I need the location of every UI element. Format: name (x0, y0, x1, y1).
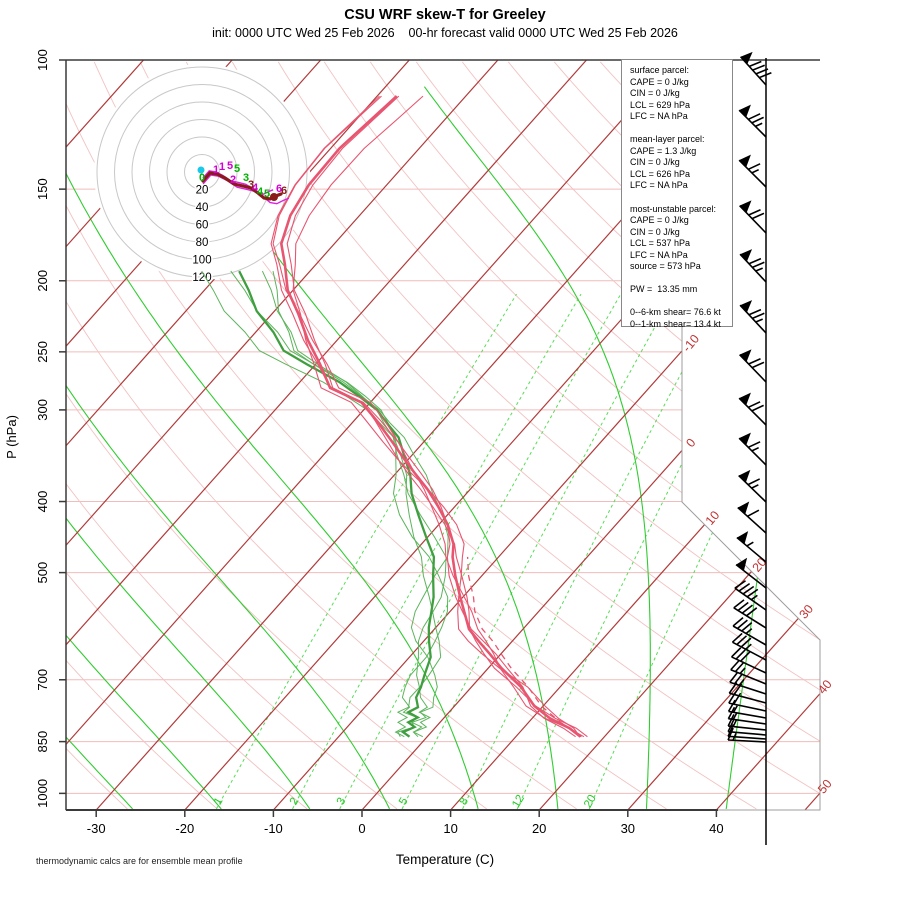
hodograph-ring-label: 80 (196, 237, 209, 249)
mixing-ratio-label: 2 (288, 796, 302, 808)
storm-motion-dot (197, 166, 205, 174)
page-subtitle: init: 0000 UTC Wed 25 Feb 2026 00-hr for… (212, 26, 678, 40)
dewpoint-mean-line (238, 270, 436, 738)
p-tick-label: 250 (35, 341, 50, 363)
p-tick-label: 700 (35, 669, 50, 691)
hodograph-height-label: 5 (264, 188, 270, 200)
hodograph-height-label: 4 (252, 182, 259, 194)
x-tick-label: 30 (621, 821, 635, 836)
isotherm-label: 10 (703, 508, 723, 528)
temperature-dashed-line (466, 556, 582, 738)
temperature-profile (270, 95, 588, 738)
page-title: CSU WRF skew-T for Greeley (344, 7, 546, 23)
x-tick-label: -30 (87, 821, 106, 836)
p-tick-label: 100 (35, 49, 50, 71)
mixing-ratio-label: 12 (510, 793, 527, 810)
isotherm-label: 0 (683, 436, 698, 450)
mixing-ratio-label: 5 (397, 796, 411, 808)
p-tick-label: 850 (35, 731, 50, 753)
dewpoint-profile (201, 270, 449, 738)
hodograph-height-label: 1 (213, 164, 219, 176)
isotherm-label: 30 (796, 602, 816, 622)
x-tick-label: 10 (443, 821, 457, 836)
p-tick-label: 300 (35, 399, 50, 421)
p-tick-label: 400 (35, 491, 50, 513)
hodograph-height-label: 0 (199, 172, 205, 184)
x-tick-label: -20 (175, 821, 194, 836)
hodograph-height-label: 4 (257, 186, 264, 198)
hodograph-member-trace (202, 170, 274, 196)
p-tick-label: 200 (35, 270, 50, 292)
hodograph-height-label: 3 (243, 172, 249, 184)
hodograph-height-label: 5 (227, 160, 233, 172)
hodograph-ring-label: 120 (192, 272, 211, 284)
mixing-ratio-labels: 1 2 3 5 8 12 20 (212, 793, 599, 810)
isotherm-label: -10 (680, 332, 702, 355)
p-tick-label: 150 (35, 178, 50, 200)
p-tick-label: 1000 (35, 779, 50, 808)
x-tick-label: 0 (358, 821, 365, 836)
hodograph-height-label: 2 (230, 174, 236, 186)
p-tick-label: 500 (35, 562, 50, 584)
hodograph-height-label: 3 (248, 179, 254, 191)
hodograph-height-label: 6 (281, 185, 287, 197)
x-tick-label: -10 (264, 821, 283, 836)
hodograph-ring-label: 40 (196, 202, 209, 214)
hodograph-end-dot (270, 193, 278, 201)
x-axis-title: Temperature (C) (395, 852, 495, 867)
mixing-ratio-label: 3 (335, 796, 349, 808)
hodograph-height-label: 1 (219, 161, 225, 173)
mixing-ratio-label: 1 (212, 796, 226, 808)
y-axis-title: P (hPa) (4, 415, 19, 459)
hodograph-ring-label: 60 (196, 220, 209, 232)
axes: -30 -20 -10 0 10 20 30 401001502002503004005007… (4, 49, 724, 836)
x-tick-label: 40 (709, 821, 723, 836)
mixing-ratio-label: 8 (457, 796, 471, 808)
x-tick-label: 20 (532, 821, 546, 836)
hodograph-ring-label: 20 (196, 185, 209, 197)
footer-note: thermodynamic calcs are for ensemble mea… (36, 856, 243, 866)
mixing-ratio-label: 20 (582, 793, 599, 810)
hodograph-ring-label: 100 (192, 255, 211, 267)
temperature-mean-line (279, 95, 582, 738)
hodograph-height-label: 6 (276, 183, 282, 195)
hodograph-member-trace (202, 174, 290, 205)
wind-barbs (727, 51, 772, 743)
parcel-info-box: surface parcel: CAPE = 0 J/kg CIN = 0 J/… (621, 59, 733, 329)
hodograph-height-label: 5 (234, 163, 240, 175)
